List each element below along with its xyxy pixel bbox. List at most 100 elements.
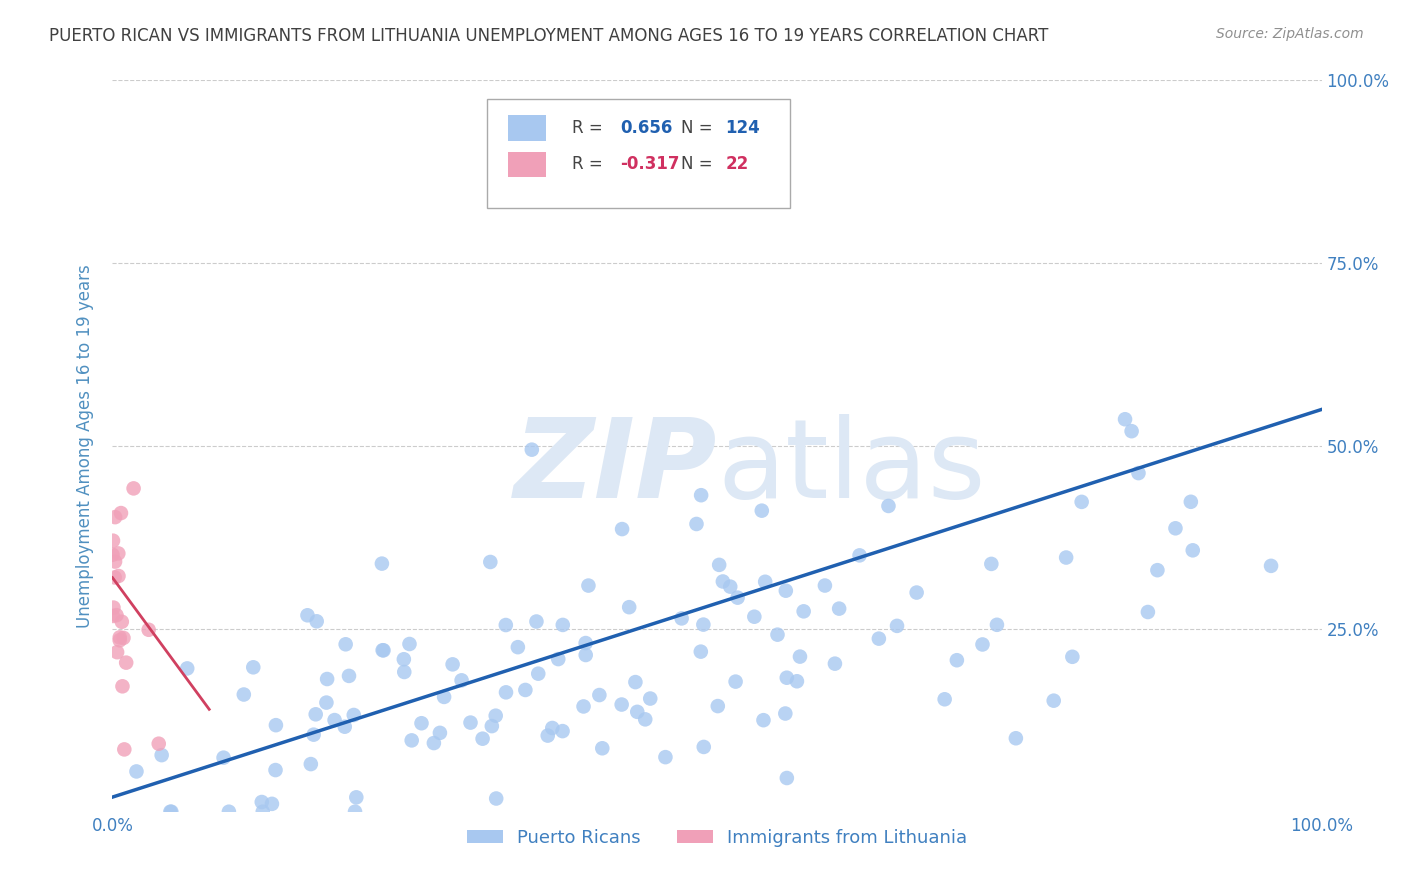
Point: [373, 643, 395, 657]
Point: [1260, 558, 1282, 573]
Point: [371, 557, 394, 571]
Point: [107, 569, 129, 583]
Point: [299, 757, 322, 772]
Point: [112, 631, 135, 645]
Point: [515, 682, 537, 697]
Point: [108, 633, 131, 648]
Point: [1164, 521, 1187, 535]
Point: [101, 533, 124, 548]
Point: [671, 611, 693, 625]
Point: [315, 696, 337, 710]
Point: [125, 764, 148, 779]
Point: [297, 608, 319, 623]
Point: [218, 805, 240, 819]
Point: [471, 731, 494, 746]
Point: [392, 652, 415, 666]
Point: [401, 733, 423, 747]
Point: [335, 637, 357, 651]
Point: [1121, 424, 1143, 438]
Point: [495, 685, 517, 699]
Point: [754, 574, 776, 589]
Point: [1146, 563, 1168, 577]
Point: [727, 591, 749, 605]
Point: [316, 672, 339, 686]
Point: [112, 742, 135, 756]
Point: [724, 674, 747, 689]
Point: [1005, 731, 1028, 746]
Point: [394, 665, 416, 679]
Point: [527, 666, 550, 681]
Point: [766, 628, 789, 642]
Point: [101, 548, 124, 562]
Point: [541, 721, 564, 735]
Point: [101, 609, 124, 624]
Point: [575, 648, 598, 662]
Point: [150, 748, 173, 763]
Point: [485, 791, 508, 805]
Text: 0.656: 0.656: [620, 119, 672, 136]
Point: [460, 715, 482, 730]
Point: [337, 669, 360, 683]
FancyBboxPatch shape: [488, 99, 790, 209]
Point: [264, 763, 287, 777]
Point: [232, 688, 254, 702]
Point: [104, 555, 127, 569]
Legend: Puerto Ricans, Immigrants from Lithuania: Puerto Ricans, Immigrants from Lithuania: [460, 822, 974, 854]
Text: R =: R =: [572, 119, 607, 136]
Point: [485, 708, 508, 723]
Point: [1136, 605, 1159, 619]
Point: [108, 631, 131, 645]
Point: [110, 506, 132, 520]
Point: [148, 737, 170, 751]
Point: [104, 570, 127, 584]
Point: [302, 728, 325, 742]
Point: [1114, 412, 1136, 426]
Point: [551, 618, 574, 632]
Point: [371, 643, 394, 657]
Point: [551, 724, 574, 739]
Point: [626, 705, 648, 719]
Point: [411, 716, 433, 731]
Point: [588, 688, 610, 702]
Point: [138, 623, 160, 637]
Point: [711, 574, 734, 589]
Point: [752, 713, 775, 727]
Text: 22: 22: [725, 155, 749, 173]
Point: [107, 546, 129, 560]
Point: [624, 675, 647, 690]
Point: [429, 726, 451, 740]
Point: [824, 657, 846, 671]
Point: [1042, 694, 1064, 708]
Point: [775, 583, 797, 598]
Point: [986, 617, 1008, 632]
Text: -0.317: -0.317: [620, 155, 681, 173]
Point: [575, 636, 598, 650]
Point: [905, 585, 928, 599]
Point: [1054, 550, 1077, 565]
Point: [786, 674, 808, 689]
Point: [159, 805, 181, 819]
Point: [1181, 543, 1204, 558]
Point: [105, 608, 128, 623]
Point: [868, 632, 890, 646]
Point: [693, 739, 716, 754]
Y-axis label: Unemployment Among Ages 16 to 19 years: Unemployment Among Ages 16 to 19 years: [76, 264, 94, 628]
Point: [343, 708, 366, 723]
Text: atlas: atlas: [717, 415, 986, 522]
Text: Source: ZipAtlas.com: Source: ZipAtlas.com: [1216, 27, 1364, 41]
FancyBboxPatch shape: [508, 152, 546, 178]
Point: [450, 673, 472, 688]
Point: [654, 750, 676, 764]
Point: [305, 707, 328, 722]
Point: [242, 660, 264, 674]
Point: [506, 640, 529, 655]
Point: [111, 615, 134, 629]
Point: [537, 729, 560, 743]
Point: [176, 661, 198, 675]
Point: [814, 578, 837, 592]
Point: [423, 736, 446, 750]
Point: [526, 615, 548, 629]
Point: [547, 652, 569, 666]
Point: [212, 750, 235, 764]
Point: [848, 549, 870, 563]
